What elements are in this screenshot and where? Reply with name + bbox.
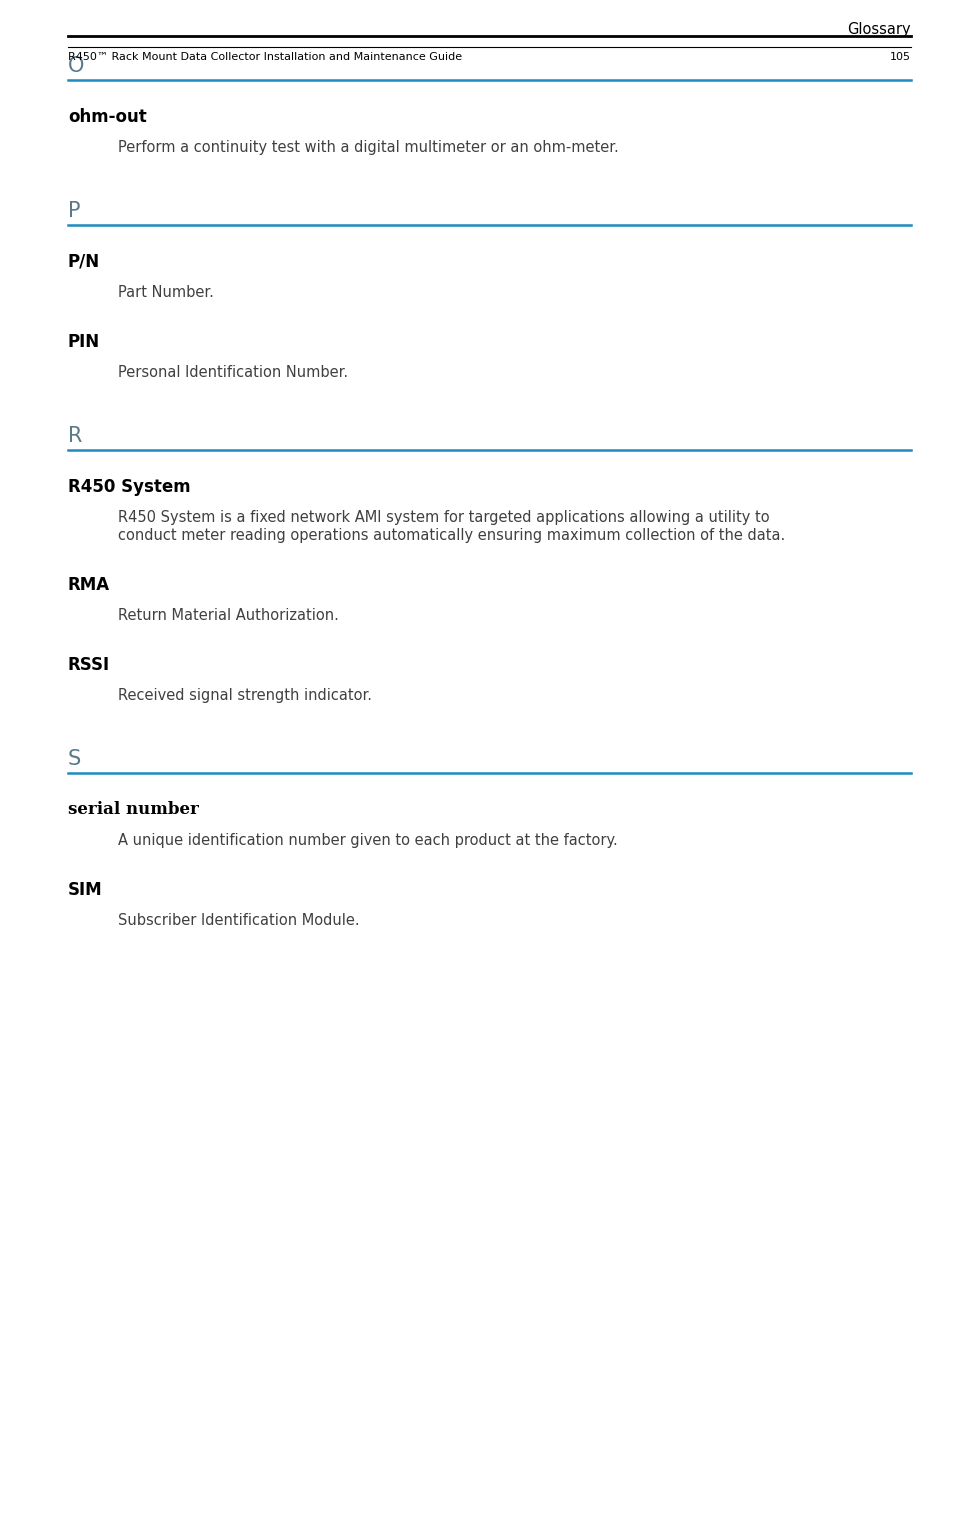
Text: Return Material Authorization.: Return Material Authorization. bbox=[118, 608, 338, 623]
Text: ohm-out: ohm-out bbox=[67, 108, 147, 126]
Text: R450 System: R450 System bbox=[67, 477, 191, 496]
Text: Received signal strength indicator.: Received signal strength indicator. bbox=[118, 689, 372, 702]
Text: A unique identification number given to each product at the factory.: A unique identification number given to … bbox=[118, 833, 617, 848]
Text: R450™ Rack Mount Data Collector Installation and Maintenance Guide: R450™ Rack Mount Data Collector Installa… bbox=[67, 52, 462, 62]
Text: Personal Identification Number.: Personal Identification Number. bbox=[118, 365, 348, 380]
Text: PIN: PIN bbox=[67, 333, 100, 351]
Text: O: O bbox=[67, 56, 84, 76]
Text: Subscriber Identification Module.: Subscriber Identification Module. bbox=[118, 914, 359, 929]
Text: P/N: P/N bbox=[67, 252, 100, 271]
Text: R450 System is a fixed network AMI system for targeted applications allowing a u: R450 System is a fixed network AMI syste… bbox=[118, 511, 769, 524]
Text: RSSI: RSSI bbox=[67, 657, 110, 673]
Text: P: P bbox=[67, 201, 80, 220]
Text: S: S bbox=[67, 749, 81, 769]
Text: serial number: serial number bbox=[67, 801, 199, 818]
Text: Glossary: Glossary bbox=[847, 21, 911, 36]
Text: Part Number.: Part Number. bbox=[118, 286, 213, 299]
Text: Perform a continuity test with a digital multimeter or an ohm-meter.: Perform a continuity test with a digital… bbox=[118, 140, 618, 155]
Text: 105: 105 bbox=[889, 52, 911, 62]
Text: conduct meter reading operations automatically ensuring maximum collection of th: conduct meter reading operations automat… bbox=[118, 527, 784, 543]
Text: RMA: RMA bbox=[67, 576, 110, 594]
Text: R: R bbox=[67, 426, 82, 445]
Text: SIM: SIM bbox=[67, 882, 103, 898]
